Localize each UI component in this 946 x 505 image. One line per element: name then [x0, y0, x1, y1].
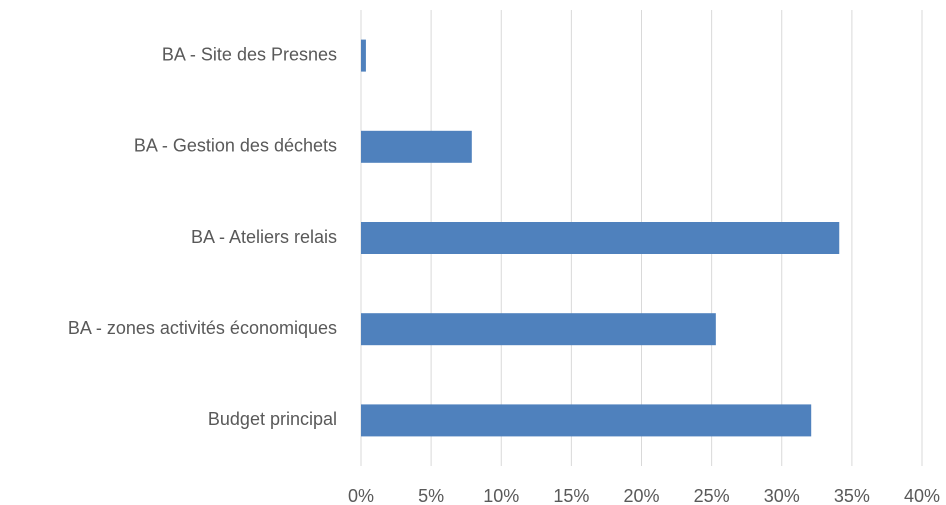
y-tick-label: BA - Gestion des déchets [134, 136, 337, 156]
x-tick-label: 5% [418, 486, 444, 505]
x-tick-label: 10% [483, 486, 519, 505]
x-tick-label: 30% [764, 486, 800, 505]
y-tick-label: Budget principal [208, 409, 337, 429]
bar [361, 39, 366, 72]
x-tick-label: 20% [623, 486, 659, 505]
y-tick-label: BA - Ateliers relais [191, 227, 337, 247]
x-tick-label: 35% [834, 486, 870, 505]
x-tick-label: 0% [348, 486, 374, 505]
y-tick-label: BA - zones activités économiques [68, 318, 337, 338]
x-tick-label: 15% [553, 486, 589, 505]
bar [361, 313, 716, 346]
bar [361, 404, 812, 437]
bar [361, 130, 472, 163]
y-tick-label: BA - Site des Presnes [162, 44, 337, 64]
x-tick-label: 40% [904, 486, 940, 505]
x-tick-label: 25% [694, 486, 730, 505]
bar [361, 222, 840, 254]
